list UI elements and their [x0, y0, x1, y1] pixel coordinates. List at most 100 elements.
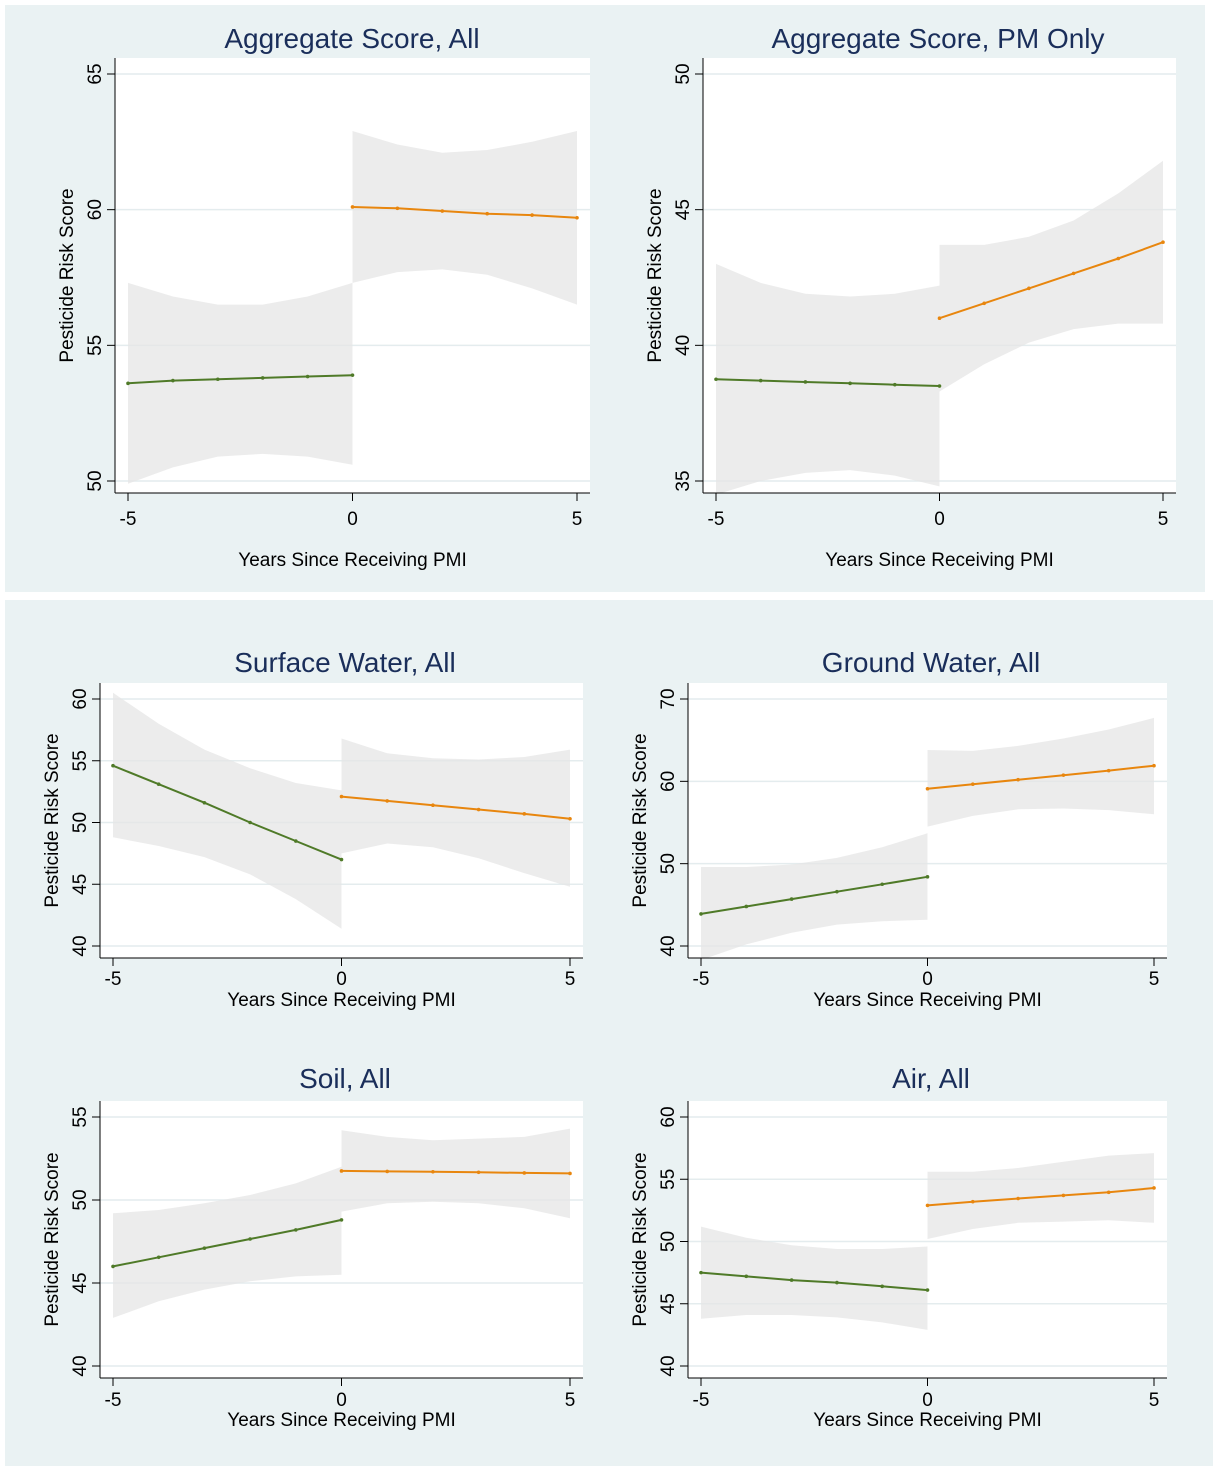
- data-point: [835, 1280, 839, 1285]
- data-point: [216, 377, 220, 382]
- confidence-band-post: [352, 131, 577, 305]
- x-tick-label: -5: [708, 509, 725, 530]
- x-tick-label: 0: [336, 969, 347, 990]
- y-tick-label: 50: [70, 1189, 91, 1210]
- x-tick-label: 0: [934, 509, 945, 530]
- y-axis-label: Pesticide Risk Score: [630, 733, 651, 907]
- y-tick-label: 45: [70, 1272, 91, 1293]
- series-line-pre: [715, 378, 940, 387]
- data-point: [1016, 777, 1020, 782]
- data-point: [294, 839, 298, 843]
- y-tick-label: 50: [673, 63, 694, 84]
- y-tick-label: 70: [658, 688, 679, 709]
- y-tick-label: 55: [85, 335, 106, 356]
- series-line-post: [341, 1169, 571, 1175]
- chart-surface-water-all: 40 45 50 55 60 -5 0 5 Surface Water, All Years Si…: [42, 647, 583, 1011]
- confidence-band-pre: [701, 833, 928, 960]
- chart-title: Air, All: [892, 1063, 970, 1094]
- data-point: [248, 820, 252, 825]
- y-axis-label: Pesticide Risk Score: [42, 733, 63, 907]
- confidence-band-post: [341, 738, 570, 887]
- chart-air-all: 40 45 50 55 60 -5 0 5 Air, All Years Since Receiv…: [630, 1063, 1167, 1431]
- series-line-pre: [127, 374, 353, 385]
- data-point: [1061, 773, 1066, 777]
- y-axis-label: Pesticide Risk Score: [57, 188, 78, 362]
- y-tick-label: 45: [658, 1293, 679, 1314]
- data-point: [111, 763, 115, 768]
- series-line-pre: [700, 875, 928, 915]
- series-line-post: [352, 206, 578, 219]
- y-axis-label: Pesticide Risk Score: [645, 188, 666, 362]
- y-axis-label: Pesticide Risk Score: [42, 1152, 63, 1326]
- y-tick-label: 55: [70, 750, 91, 771]
- y-tick-label: 50: [658, 853, 679, 874]
- x-tick-label: 5: [1149, 1390, 1160, 1411]
- data-point: [1027, 286, 1031, 291]
- data-point: [744, 1274, 749, 1279]
- plot-area: [688, 1101, 1167, 1378]
- data-point: [171, 378, 175, 383]
- data-point: [156, 1255, 161, 1260]
- series-line-pre: [112, 1218, 342, 1268]
- x-tick-label: 0: [922, 969, 933, 990]
- data-point: [350, 205, 355, 209]
- y-tick-label: 55: [70, 1106, 91, 1127]
- confidence-band-pre: [128, 282, 353, 484]
- y-tick-label: 50: [658, 1231, 679, 1252]
- data-point: [1016, 1196, 1020, 1201]
- data-point: [714, 377, 718, 382]
- chart-soil-all: 40 45 50 55 -5 0 5 Soil, All Years Since Receivi…: [42, 1063, 583, 1431]
- x-tick-label: 5: [565, 969, 576, 990]
- y-tick-label: 50: [85, 470, 106, 491]
- y-tick-label: 60: [70, 688, 91, 709]
- data-point: [925, 1288, 930, 1292]
- data-point: [835, 889, 839, 894]
- data-point: [699, 912, 703, 916]
- x-axis-label: Years Since Receiving PMI: [238, 550, 466, 571]
- data-point: [156, 782, 161, 787]
- chart-aggregate-score-pm-only: 35 40 45 50 -5 0 5 Aggregate Score, PM Only Year…: [645, 23, 1176, 571]
- y-tick-label: 45: [673, 199, 694, 220]
- y-tick-label: 45: [70, 874, 91, 895]
- x-tick-label: -5: [693, 969, 710, 990]
- y-tick-label: 40: [70, 1355, 91, 1376]
- series-line-post: [927, 1187, 1155, 1207]
- data-point: [880, 1284, 884, 1289]
- x-tick-label: -5: [105, 1390, 122, 1411]
- data-point: [925, 786, 930, 791]
- data-point: [880, 882, 884, 887]
- data-point: [485, 211, 490, 216]
- series-line-pre: [700, 1271, 928, 1292]
- data-point: [385, 1169, 390, 1174]
- x-tick-label: -5: [693, 1390, 710, 1411]
- y-tick-label: 35: [673, 470, 694, 491]
- data-point: [758, 378, 763, 383]
- confidence-band-pre: [113, 1166, 342, 1318]
- x-tick-label: 0: [922, 1390, 933, 1411]
- data-point: [575, 216, 579, 220]
- data-point: [568, 816, 572, 821]
- y-tick-label: 60: [658, 1106, 679, 1127]
- data-point: [339, 1218, 344, 1222]
- y-tick-label: 55: [658, 1169, 679, 1190]
- chart-title: Ground Water, All: [822, 647, 1040, 678]
- x-tick-label: 5: [1158, 509, 1169, 530]
- series-line-post: [341, 795, 571, 820]
- data-point: [699, 1270, 703, 1275]
- chart-title: Aggregate Score, All: [224, 23, 479, 54]
- data-point: [248, 1237, 252, 1241]
- data-point: [522, 812, 527, 816]
- data-point: [789, 897, 794, 901]
- chart-title: Surface Water, All: [234, 647, 456, 678]
- chart-ground-water-all: 40 50 60 70 -5 0 5 Ground Water, All Years Since…: [630, 647, 1167, 1011]
- data-point: [339, 1169, 344, 1173]
- data-point: [522, 1171, 527, 1175]
- data-point: [925, 1203, 930, 1208]
- data-point: [925, 875, 930, 879]
- data-point: [1106, 768, 1111, 773]
- data-point: [937, 316, 942, 321]
- y-tick-label: 60: [85, 199, 106, 220]
- confidence-band-pre: [701, 1226, 928, 1330]
- chart-aggregate-score-all: 50 55 60 65 -5 0 5 Aggregate Score, All Years Si…: [57, 23, 590, 571]
- data-point: [971, 782, 975, 787]
